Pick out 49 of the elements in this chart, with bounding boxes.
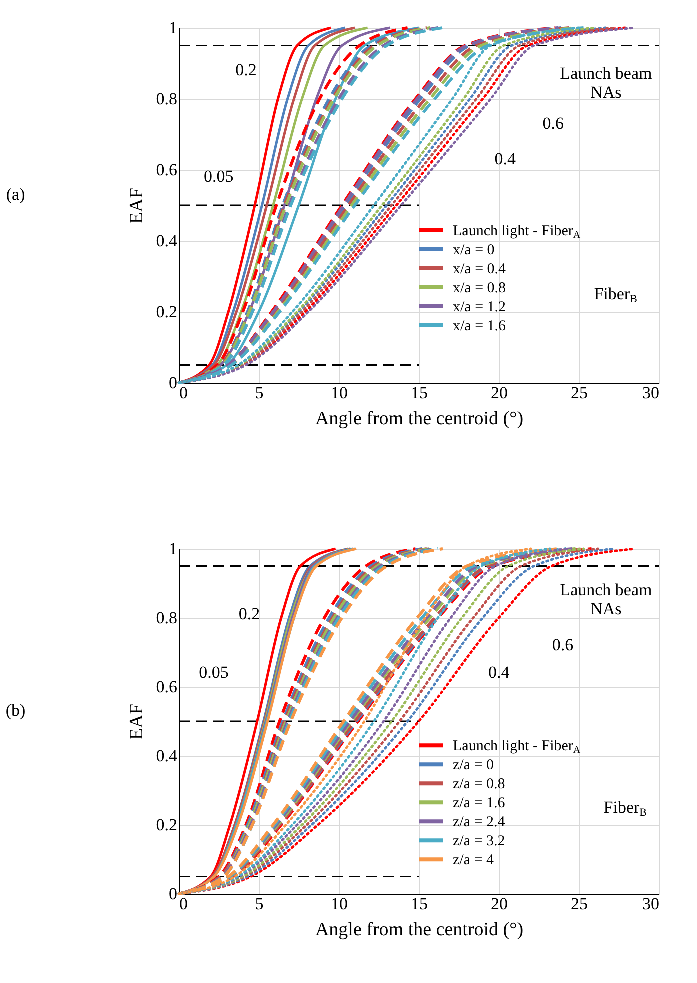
y-tick-label: 0.4	[156, 232, 178, 250]
y-tick-label: 0.4	[156, 746, 178, 766]
y-tick-label: 1	[169, 540, 178, 558]
x-tick-label: 15	[411, 384, 428, 402]
x-tick-label: 25	[571, 894, 588, 914]
legend-label: x/a = 1.2	[453, 299, 506, 316]
legend-label: z/a = 1.6	[453, 796, 506, 812]
y-axis-title: EAF	[126, 704, 148, 740]
legend-label: x/a = 1.6	[453, 318, 507, 334]
legend-label: x/a = 0.8	[453, 280, 506, 296]
annotation: 0.2	[238, 604, 260, 624]
annotation: 0.05	[199, 663, 229, 682]
legend-label: z/a = 0.8	[453, 776, 506, 793]
y-tick-label: 0.6	[156, 678, 178, 696]
annotation: 0.2	[236, 60, 257, 80]
legend-label: x/a = 0	[453, 242, 495, 258]
legend-label: x/a = 0.4	[453, 261, 507, 278]
y-tick-label: 0.8	[156, 90, 178, 108]
x-tick-label: 15	[411, 894, 428, 914]
annotation: 0.05	[204, 167, 234, 186]
legend-label: z/a = 4	[453, 852, 494, 869]
x-axis-title: Angle from the centroid (°)	[315, 920, 524, 940]
y-tick-label: 0.6	[156, 160, 178, 180]
x-tick-label: 10	[331, 384, 348, 402]
annotation: Launch beam NAs	[560, 580, 652, 618]
x-tick-label: 5	[255, 384, 264, 402]
annotation: 0.6	[552, 636, 574, 655]
legend-label: z/a = 0	[453, 758, 494, 774]
annotation: 0.6	[542, 114, 564, 133]
text: (b)	[6, 701, 26, 720]
x-tick-label: 30	[642, 384, 660, 402]
annotation: 0.4	[494, 149, 517, 168]
y-tick-label: 0.2	[156, 302, 178, 322]
x-axis-title: Angle from the centroid (°)	[315, 408, 524, 430]
annotation: 0.4	[488, 663, 510, 682]
annotation: Launch beam NAs	[560, 64, 652, 102]
y-tick-label: 1	[169, 18, 178, 38]
y-tick-label: 0.2	[156, 816, 178, 834]
y-tick-label: 0.8	[156, 608, 178, 628]
x-tick-label: 10	[331, 894, 348, 914]
x-tick-label: 25	[571, 384, 588, 402]
x-tick-label: 5	[255, 894, 264, 914]
x-tick-label: 20	[491, 894, 508, 914]
y-axis-title: EAF	[126, 188, 148, 224]
legend-label: z/a = 2.4	[453, 814, 506, 831]
legend-label: z/a = 3.2	[453, 834, 506, 850]
x-tick-label: 30	[642, 894, 660, 914]
x-tick-label: 20	[491, 384, 508, 402]
text: (a)	[6, 184, 26, 204]
